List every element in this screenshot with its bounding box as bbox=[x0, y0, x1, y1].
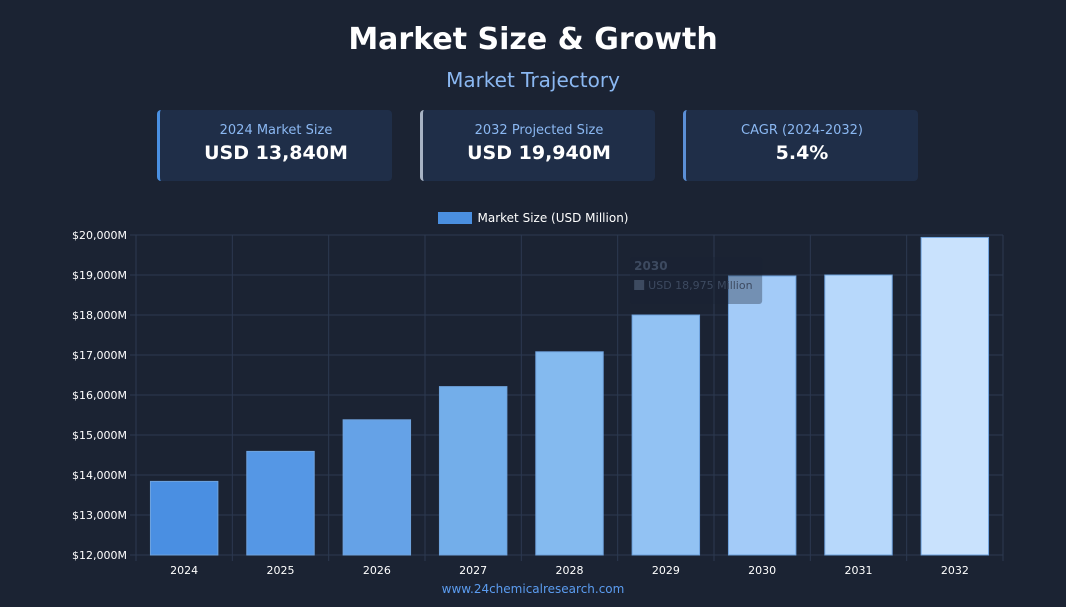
x-tick-label: 2028 bbox=[556, 564, 584, 577]
legend-label: Market Size (USD Million) bbox=[477, 211, 629, 225]
x-tick-label: 2025 bbox=[267, 564, 295, 577]
tooltip-swatch bbox=[634, 280, 645, 290]
card-value: 5.4% bbox=[775, 142, 829, 164]
bar-2028 bbox=[535, 351, 604, 556]
bar-2029 bbox=[631, 314, 701, 556]
card-label: CAGR (2024-2032) bbox=[741, 123, 863, 138]
y-tick-label: $18,000M bbox=[72, 309, 127, 322]
x-tick-label: 2024 bbox=[170, 564, 198, 577]
bar-2024 bbox=[149, 480, 219, 556]
bar-2032 bbox=[920, 236, 990, 556]
bar-2031 bbox=[824, 274, 893, 556]
footer-link[interactable]: www.24chemicalresearch.com bbox=[441, 582, 625, 596]
bar-2027 bbox=[438, 386, 508, 556]
chart-legend[interactable]: Market Size (USD Million) bbox=[0, 211, 1066, 225]
card-label: 2024 Market Size bbox=[219, 123, 333, 138]
x-tick-label: 2026 bbox=[363, 564, 391, 577]
card-value: USD 13,840M bbox=[204, 142, 348, 164]
y-tick-label: $12,000M bbox=[72, 549, 127, 562]
summary-cards: 2024 Market Size USD 13,840M 2032 Projec… bbox=[157, 110, 921, 182]
page-title: Market Size & Growth bbox=[348, 22, 718, 57]
market-size-2024-card: 2024 Market Size USD 13,840M bbox=[157, 110, 392, 181]
page-subtitle: Market Trajectory bbox=[446, 68, 620, 92]
cagr-card: CAGR (2024-2032) 5.4% bbox=[683, 110, 918, 181]
y-tick-label: $13,000M bbox=[72, 509, 127, 522]
y-tick-label: $15,000M bbox=[72, 429, 127, 442]
bar-2030 bbox=[727, 275, 797, 556]
bar-2025 bbox=[246, 450, 315, 556]
x-tick-label: 2031 bbox=[845, 564, 873, 577]
y-tick-label: $17,000M bbox=[72, 349, 127, 362]
bar-2026 bbox=[342, 419, 412, 556]
y-tick-label: $16,000M bbox=[72, 389, 127, 402]
card-label: 2032 Projected Size bbox=[474, 123, 604, 138]
card-value: USD 19,940M bbox=[467, 142, 611, 164]
y-tick-label: $19,000M bbox=[72, 269, 127, 282]
tooltip-title: 2030 bbox=[634, 259, 667, 273]
bar-chart: $12,000M $13,000M $14,000M $15,000M $16,000M… bbox=[72, 229, 1004, 577]
x-tick-label: 2027 bbox=[459, 564, 487, 577]
x-tick-label: 2029 bbox=[652, 564, 680, 577]
x-tick-label: 2032 bbox=[941, 564, 969, 577]
y-tick-label: $20,000M bbox=[72, 229, 127, 242]
tooltip-box bbox=[630, 257, 763, 304]
tooltip-value: USD 18,975 Million bbox=[648, 279, 752, 292]
legend-swatch bbox=[437, 212, 472, 224]
y-tick-label: $14,000M bbox=[72, 469, 127, 482]
projected-size-2032-card: 2032 Projected Size USD 19,940M bbox=[420, 110, 655, 181]
x-tick-label: 2030 bbox=[748, 564, 776, 577]
